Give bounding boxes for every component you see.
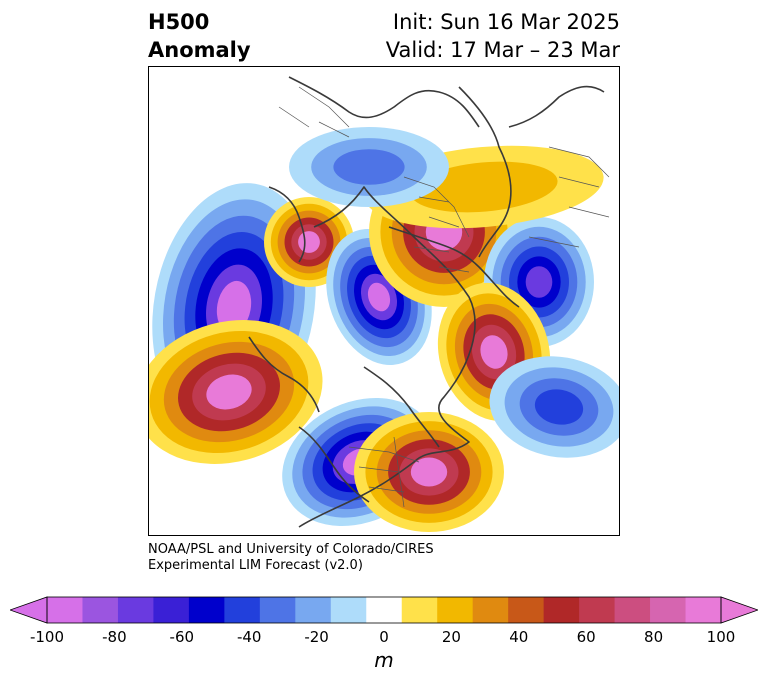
map-title: H500 Anomaly (148, 8, 251, 64)
credit-line-1: NOAA/PSL and University of Colorado/CIRE… (148, 542, 434, 557)
contour-band (410, 457, 448, 487)
init-date: Init: Sun 16 Mar 2025 (392, 10, 620, 34)
negative-anomaly-arctic-north (289, 127, 449, 207)
colorbar-tick-label: 80 (644, 628, 664, 646)
contour-band (298, 231, 320, 253)
colorbar-outline (46, 596, 722, 624)
colorbar-cells (47, 597, 722, 623)
anomaly-map (148, 66, 620, 536)
colorbar-tick-label: 20 (441, 628, 461, 646)
contour-band (534, 389, 584, 425)
coastlines (248, 76, 605, 528)
contour-band (367, 282, 391, 312)
colorbar-tick-label: 40 (509, 628, 529, 646)
anomaly-map-svg (149, 76, 619, 532)
colorbar-cell (188, 597, 225, 623)
valid-range: Valid: 17 Mar – 23 Mar (385, 38, 620, 62)
colorbar-tick-label: 60 (576, 628, 596, 646)
colorbar-tick-label: 100 (706, 628, 736, 646)
contour-band (480, 335, 508, 369)
colorbar-cell (579, 597, 616, 623)
political-borders (278, 86, 610, 508)
colorbar-tick-label: -20 (304, 628, 329, 646)
anomaly-contours (149, 127, 619, 532)
positive-anomaly-eastern-us (354, 412, 504, 532)
colorbar-cell (472, 597, 509, 623)
contour-band (333, 149, 405, 185)
colorbar-tick-label: 0 (379, 628, 389, 646)
contour-band (525, 266, 553, 298)
colorbar-cell (401, 597, 438, 623)
colorbar-over-arrow (720, 596, 758, 624)
colorbar-tick-label: -100 (29, 628, 65, 646)
colorbar-cell (330, 597, 367, 623)
colorbar-cell (508, 597, 545, 623)
colorbar-cell (153, 597, 190, 623)
colorbar (10, 596, 758, 624)
colorbar-cell (543, 597, 580, 623)
colorbar-under-arrow (10, 596, 48, 624)
negative-anomaly-atlantic (489, 356, 619, 458)
contour-band (216, 280, 252, 334)
colorbar-tick-label: -60 (169, 628, 195, 646)
title-line-2: Anomaly (148, 38, 251, 62)
colorbar-cell (437, 597, 474, 623)
colorbar-cell (259, 597, 296, 623)
credit-line-2: Experimental LIM Forecast (v2.0) (148, 558, 363, 573)
colorbar-cell (685, 597, 722, 623)
colorbar-unit-label: m (374, 648, 394, 672)
colorbar-cell (295, 597, 332, 623)
forecast-dates: Init: Sun 16 Mar 2025 Valid: 17 Mar – 23… (386, 8, 620, 64)
colorbar-cell (47, 597, 84, 623)
credit-text: NOAA/PSL and University of Colorado/CIRE… (148, 542, 434, 574)
colorbar-cell (366, 597, 403, 623)
title-line-1: H500 (148, 10, 210, 34)
colorbar-tick-label: -80 (102, 628, 127, 646)
contour-band (206, 374, 252, 410)
colorbar-tick-label: -40 (236, 628, 262, 646)
colorbar-cell (117, 597, 155, 623)
colorbar-cell (224, 597, 261, 623)
positive-anomaly-pacific (149, 320, 323, 464)
colorbar-cell (614, 597, 651, 623)
colorbar-cell (650, 597, 687, 623)
colorbar-tick-labels: -100 -80 -60 -40 -20 0 20 40 60 80 100 (0, 626, 768, 648)
colorbar-cell (82, 597, 119, 623)
